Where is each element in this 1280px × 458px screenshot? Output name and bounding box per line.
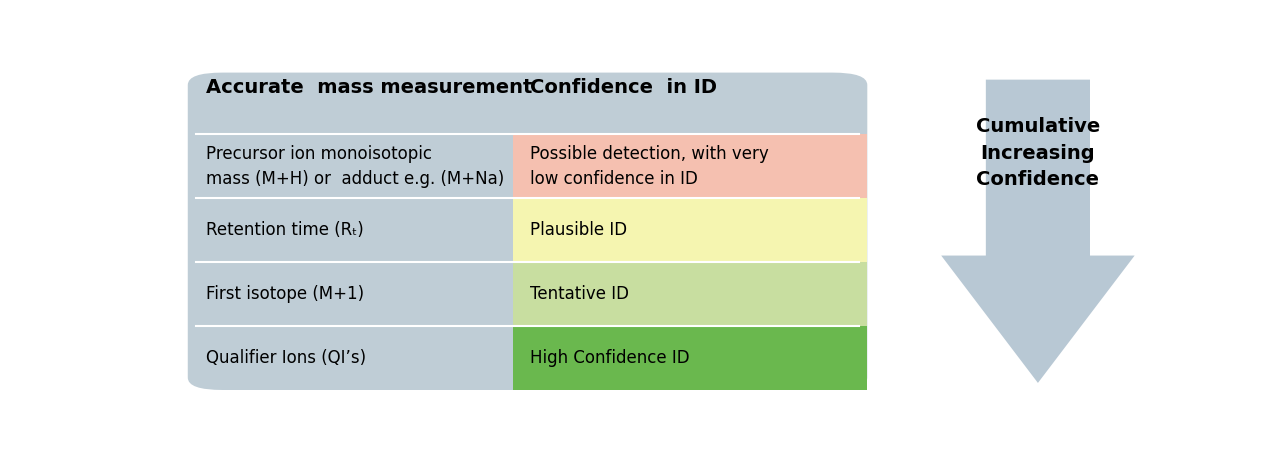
Text: Accurate  mass measurement: Accurate mass measurement	[206, 78, 532, 97]
Bar	[512, 326, 868, 390]
Text: Plausible ID: Plausible ID	[530, 221, 627, 239]
Bar	[512, 198, 868, 262]
Text: High Confidence ID: High Confidence ID	[530, 349, 690, 367]
Text: Precursor ion monoisotopic
mass (M+H) or  adduct e.g. (M+Na): Precursor ion monoisotopic mass (M+H) or…	[206, 145, 504, 188]
Text: Cumulative
Increasing
Confidence: Cumulative Increasing Confidence	[975, 118, 1100, 190]
FancyBboxPatch shape	[188, 72, 868, 390]
Bar	[512, 135, 868, 198]
Text: Confidence  in ID: Confidence in ID	[530, 78, 718, 97]
Polygon shape	[941, 80, 1134, 383]
Text: Retention time (Rₜ): Retention time (Rₜ)	[206, 221, 364, 239]
Text: First isotope (M+1): First isotope (M+1)	[206, 285, 364, 303]
Text: Tentative ID: Tentative ID	[530, 285, 630, 303]
Bar	[512, 262, 868, 326]
Text: Qualifier Ions (QI’s): Qualifier Ions (QI’s)	[206, 349, 366, 367]
Text: Possible detection, with very
low confidence in ID: Possible detection, with very low confid…	[530, 145, 769, 188]
